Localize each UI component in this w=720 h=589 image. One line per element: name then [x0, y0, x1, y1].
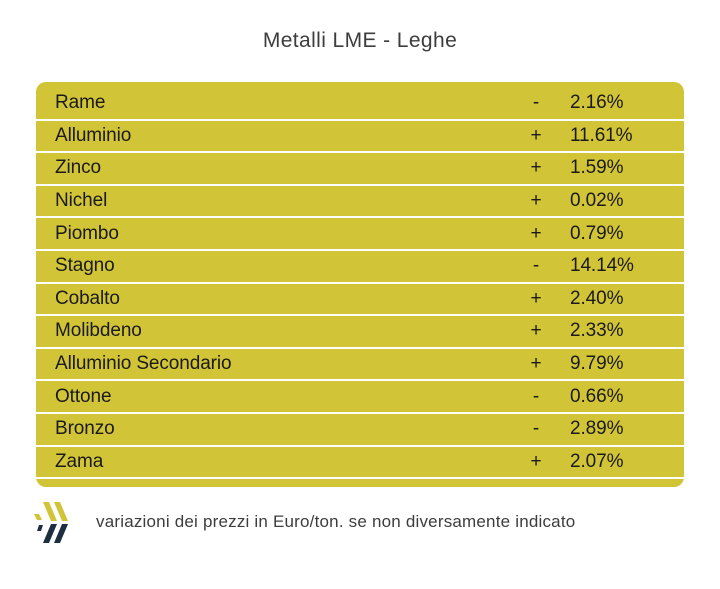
table-row: Rame - 2.16%: [36, 88, 684, 121]
change-sign: +: [530, 124, 542, 146]
change-sign: -: [532, 418, 540, 440]
change-sign: +: [530, 190, 542, 212]
metal-name: Nichel: [55, 190, 108, 212]
table-row: Stagno - 14.14%: [36, 251, 684, 284]
metal-name: Alluminio: [55, 124, 132, 146]
change-sign: +: [530, 353, 542, 375]
siderweb-slashes-logo-icon: [34, 502, 68, 544]
footer-note: variazioni dei prezzi in Euro/ton. se no…: [96, 512, 576, 532]
change-value: 1.59%: [570, 157, 624, 179]
table-row: Bronzo - 2.89%: [36, 414, 684, 447]
change-value: 14.14%: [570, 255, 634, 277]
change-sign: -: [532, 92, 540, 114]
metal-name: Rame: [55, 92, 106, 114]
change-sign: +: [530, 320, 542, 342]
metal-name: Piombo: [55, 222, 119, 244]
metal-name: Cobalto: [55, 287, 120, 309]
metals-table-card: Rame - 2.16% Alluminio +11.61% Zinco +1.59% Nic…: [36, 82, 684, 488]
change-sign: -: [532, 255, 540, 277]
table-row: Ottone - 0.66%: [36, 381, 684, 414]
footer: variazioni dei prezzi in Euro/ton. se no…: [33, 500, 720, 544]
change-value: 0.02%: [570, 190, 624, 212]
change-sign: +: [530, 222, 542, 244]
table-row: Cobalto +2.40%: [36, 284, 684, 317]
change-value: 2.33%: [570, 320, 624, 342]
table-row: Zama +2.07%: [36, 447, 684, 480]
change-value: 2.07%: [570, 450, 624, 472]
change-value: 2.16%: [570, 92, 624, 114]
change-sign: +: [530, 287, 542, 309]
metal-name: Stagno: [55, 255, 115, 277]
change-value: 0.66%: [570, 385, 624, 407]
table-row: Alluminio +11.61%: [36, 121, 684, 154]
change-value: 2.89%: [570, 418, 624, 440]
change-value: 11.61%: [570, 124, 633, 146]
table-row: Piombo +0.79%: [36, 218, 684, 251]
change-sign: +: [530, 157, 542, 179]
table-row: Nichel +0.02%: [36, 186, 684, 219]
metal-name: Zama: [55, 450, 104, 472]
page-title: Metalli LME - Leghe: [262, 29, 458, 52]
metal-name: Bronzo: [55, 418, 115, 440]
change-sign: +: [530, 450, 542, 472]
metal-name: Molibdeno: [55, 320, 142, 342]
change-value: 2.40%: [570, 287, 624, 309]
table-row: Zinco +1.59%: [36, 153, 684, 186]
change-value: 9.79%: [570, 353, 624, 375]
metal-name: Zinco: [55, 157, 101, 179]
table-row: Molibdeno +2.33%: [36, 316, 684, 349]
table-body: Rame - 2.16% Alluminio +11.61% Zinco +1.59% Nic…: [36, 88, 684, 480]
metal-name: Alluminio Secondario: [55, 353, 232, 375]
table-row: Alluminio Secondario +9.79%: [36, 349, 684, 382]
metal-name: Ottone: [55, 385, 112, 407]
change-value: 0.79%: [570, 222, 624, 244]
change-sign: -: [532, 385, 540, 407]
